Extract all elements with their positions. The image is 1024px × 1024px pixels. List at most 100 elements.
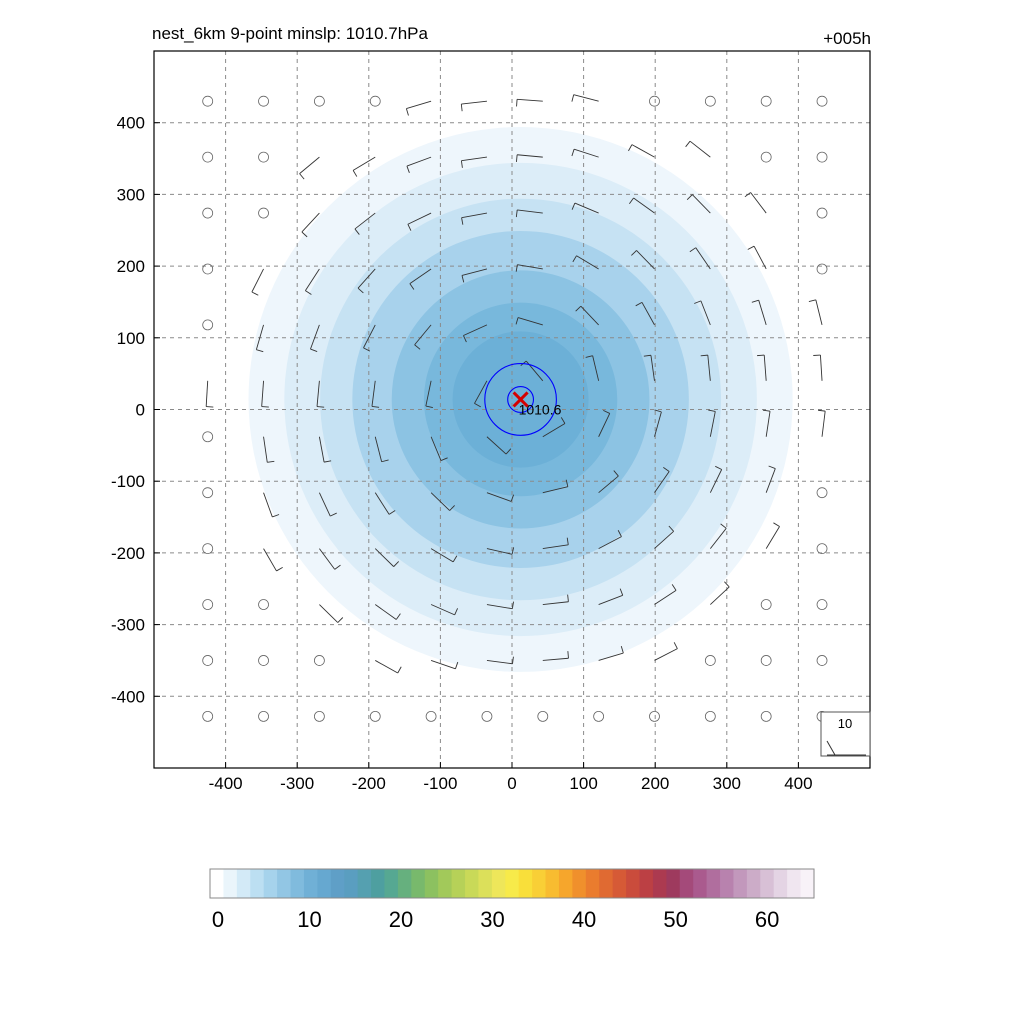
wind-barb (263, 492, 273, 518)
wind-barb-feather (463, 335, 467, 343)
y-tick-label: 200 (117, 257, 145, 276)
wind-barb (430, 492, 450, 511)
wind-barb (461, 212, 488, 219)
calm-wind-circle (202, 710, 214, 722)
reference-vector-box: 10 (820, 711, 871, 757)
wind-barb (758, 300, 767, 326)
wind-barb-feather (571, 94, 575, 102)
wind-barb-feather (510, 494, 515, 502)
colorbar-segment (652, 869, 667, 898)
wind-barb (374, 604, 397, 620)
wind-barb (406, 100, 432, 110)
forecast-hour-label: +005h (823, 29, 871, 48)
wind-barb (710, 586, 730, 605)
wind-barb (354, 212, 376, 230)
wind-barb (598, 475, 619, 494)
y-tick-label: -200 (111, 544, 145, 563)
wind-barb (517, 209, 543, 214)
colorbar-segment (585, 869, 600, 898)
x-tick-label: -100 (423, 774, 457, 793)
wind-barb (542, 544, 569, 550)
wind-barb-feather (276, 566, 283, 572)
x-tick-label: 100 (569, 774, 597, 793)
reference-vector-frame (820, 711, 871, 757)
calm-wind-circle (481, 710, 493, 722)
wind-barb (517, 154, 543, 158)
calm-wind-circle (704, 655, 716, 666)
wind-barb (641, 302, 655, 326)
wind-barb-feather (299, 173, 305, 180)
wind-barb-feather (461, 217, 464, 225)
wind-barb-feather (603, 409, 610, 414)
calm-wind-circle (704, 95, 716, 107)
wind-barb (707, 355, 711, 381)
y-tick-label: 0 (136, 401, 145, 420)
calm-wind-circle (593, 710, 605, 722)
wind-barb-feather (316, 406, 325, 408)
colorbar-segment (317, 869, 332, 898)
wind-barb (299, 156, 320, 174)
wind-barb-feather (449, 505, 455, 511)
wind-barb (654, 531, 674, 549)
calm-wind-circle (649, 710, 660, 722)
wind-barb-feather (474, 403, 481, 408)
wind-barb (486, 492, 512, 502)
colorbar-segment (277, 869, 292, 898)
wind-barb-feather (511, 601, 514, 609)
wind-barb (263, 548, 277, 572)
colorbar-tick-label: 40 (572, 907, 596, 932)
wind-barb-feather (256, 349, 264, 353)
center-pressure-label: 1010.6 (519, 401, 562, 417)
colorbar-segment (397, 869, 412, 898)
wind-barb (425, 380, 432, 407)
wind-barb-feather (352, 170, 358, 177)
wind-barb-feather (267, 460, 275, 463)
wind-barb (430, 660, 456, 670)
wind-barb (689, 140, 711, 158)
wind-barb (310, 324, 320, 350)
wind-barb-feather (567, 594, 569, 602)
wind-barb-feather (337, 617, 344, 623)
wind-barb (636, 250, 655, 270)
colorbar-segment (572, 869, 587, 898)
wind-barb (486, 548, 513, 555)
wind-barb-feather (686, 194, 693, 200)
wind-barb-feather (397, 666, 402, 674)
wind-barb (461, 156, 488, 162)
calm-wind-circle (258, 95, 269, 107)
colorbar-segment (465, 869, 480, 898)
colorbar-segment (424, 869, 439, 898)
wind-barb-feather (689, 247, 696, 253)
wind-barb-feather (572, 255, 577, 263)
wind-barb-feather (567, 651, 569, 659)
colorbar-tick-label: 10 (297, 907, 321, 932)
wind-barb-feather (460, 104, 463, 112)
colorbar-segments (210, 869, 815, 898)
colorbar-segment (639, 869, 654, 898)
wind-barb (375, 660, 398, 674)
wind-barb-feather (395, 613, 401, 620)
wind-barb-feather (768, 465, 776, 469)
y-axis: 400 300 200 100 0 -100 -200 -300 -400 (111, 114, 160, 706)
wind-barb (709, 528, 727, 549)
wind-barb-feather (511, 547, 515, 555)
colorbar-segment (384, 869, 399, 898)
colorbar-segment (451, 869, 466, 898)
wind-barb (598, 413, 611, 437)
wind-barb-feather (512, 656, 514, 664)
wind-barb-feather (388, 510, 396, 515)
wind-barb-feather (654, 409, 662, 413)
wind-barb (598, 652, 624, 661)
colorbar-segment (720, 869, 735, 898)
wind-barb-feather (643, 354, 651, 357)
wind-barb (430, 604, 455, 616)
calm-wind-circle (760, 655, 772, 666)
calm-wind-circle (369, 710, 381, 722)
wind-barb (763, 355, 767, 381)
wind-barb-feather (762, 409, 771, 412)
wind-barb (695, 247, 711, 270)
wind-barb-feather (324, 460, 332, 463)
wind-barb (691, 194, 711, 214)
x-tick-label: -400 (209, 774, 243, 793)
wind-barb (318, 492, 331, 517)
